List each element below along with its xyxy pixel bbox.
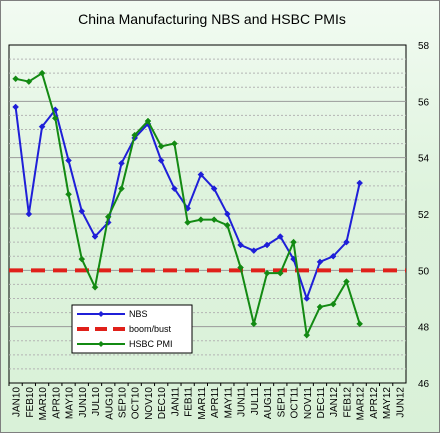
- data-point: [223, 210, 231, 218]
- data-point: [104, 213, 112, 221]
- x-tick-label: MAY12: [382, 387, 393, 419]
- data-point: [356, 179, 364, 187]
- x-tick-label: MAY11: [223, 387, 234, 419]
- data-point: [157, 157, 165, 164]
- data-point: [51, 114, 59, 122]
- data-point: [171, 185, 178, 193]
- data-point: [223, 221, 231, 229]
- x-tick-label: SEP11: [276, 387, 287, 418]
- x-tick-label: JUL10: [91, 387, 102, 416]
- data-point: [303, 331, 311, 339]
- data-point: [210, 185, 218, 193]
- series-layer: [9, 69, 406, 339]
- x-tick-label: APR11: [210, 387, 221, 418]
- legend-marker: [98, 341, 104, 347]
- data-point: [118, 185, 125, 193]
- legend-marker: [98, 311, 104, 317]
- legend-label: NBS: [129, 309, 148, 319]
- x-tick-label: AUG10: [104, 387, 115, 420]
- x-tick-label: APR12: [369, 387, 380, 419]
- x-tick-label: DEC11: [316, 387, 327, 419]
- data-point: [263, 241, 271, 249]
- x-tick-label: APR10: [51, 387, 62, 419]
- x-tick-label: OCT11: [290, 387, 301, 419]
- y-tick-label: 50: [418, 266, 430, 277]
- data-point: [171, 140, 178, 147]
- gridlines: [9, 58, 406, 370]
- x-tick-label: JAN12: [329, 387, 340, 417]
- data-point: [316, 303, 324, 311]
- data-point: [303, 295, 311, 302]
- data-point: [78, 207, 86, 215]
- y-tick-label: 54: [418, 154, 430, 165]
- data-point: [237, 241, 244, 249]
- data-point: [91, 233, 99, 240]
- y-tick-label: 58: [418, 41, 430, 52]
- data-point: [290, 238, 297, 246]
- data-point: [263, 269, 271, 277]
- data-point: [250, 247, 258, 254]
- y-axis-tick-labels: 46 48 50 52 54 56 58: [418, 41, 430, 390]
- data-point: [250, 320, 258, 328]
- x-tick-label: JAN11: [170, 387, 181, 417]
- x-tick-label: JUL11: [250, 387, 261, 416]
- y-tick-label: 52: [418, 210, 430, 221]
- legend-label: HSBC PMI: [129, 339, 173, 349]
- data-point: [131, 131, 139, 139]
- data-point: [197, 171, 205, 178]
- data-point: [65, 190, 72, 198]
- x-tick-label: SEP10: [117, 387, 128, 419]
- data-point: [38, 123, 46, 131]
- x-tick-label: AUG11: [263, 387, 274, 419]
- x-tick-label: JAN10: [12, 387, 23, 417]
- data-point: [38, 69, 46, 77]
- data-point: [343, 238, 350, 246]
- legend-label: boom/bust: [129, 324, 172, 334]
- x-tick-label: DEC10: [157, 387, 168, 420]
- data-point: [276, 269, 284, 277]
- data-point: [329, 300, 337, 308]
- x-axis-tick-labels: JAN10 FEB10 MAR10 APR10 MAY10 JUN10 JUL10 AUG10…: [8, 383, 406, 421]
- data-point: [91, 283, 99, 291]
- data-point: [157, 143, 165, 150]
- data-point: [356, 320, 364, 328]
- legend: NBS boom/bust HSBC PMI: [71, 304, 193, 354]
- data-point: [118, 159, 125, 167]
- chart-title: China Manufacturing NBS and HSBC PMIs: [78, 11, 346, 27]
- data-point: [184, 219, 192, 226]
- data-point: [276, 233, 284, 240]
- y-tick-label: 48: [418, 323, 430, 334]
- data-point: [12, 75, 19, 83]
- x-tick-label: MAR12: [356, 387, 367, 421]
- data-point: [329, 252, 337, 260]
- data-point: [210, 216, 218, 223]
- y-tick-label: 56: [418, 97, 430, 108]
- x-tick-label: NOV11: [303, 387, 314, 419]
- data-point: [25, 78, 33, 85]
- x-tick-label: OCT10: [131, 387, 142, 420]
- x-tick-label: FEB12: [342, 387, 353, 418]
- data-point: [12, 103, 19, 111]
- x-tick-label: JUN11: [237, 387, 248, 417]
- x-tick-label: MAY10: [65, 387, 76, 419]
- data-point: [343, 278, 350, 285]
- x-tick-label: JUN10: [78, 387, 89, 418]
- x-tick-label: NOV10: [144, 387, 155, 420]
- data-point: [78, 255, 86, 263]
- x-tick-label: FEB10: [25, 387, 36, 418]
- x-tick-label: MAR10: [38, 387, 49, 421]
- series-hsbc-pmi: [12, 69, 364, 339]
- data-point: [65, 157, 72, 164]
- x-tick-label: MAR11: [197, 387, 208, 420]
- data-point: [25, 210, 33, 218]
- data-point: [237, 264, 244, 271]
- data-point: [197, 216, 205, 223]
- data-point: [316, 258, 324, 266]
- y-tick-label: 46: [418, 379, 430, 390]
- data-point: [144, 117, 152, 125]
- x-tick-label: FEB11: [184, 387, 195, 417]
- x-tick-label: JUN12: [395, 387, 406, 418]
